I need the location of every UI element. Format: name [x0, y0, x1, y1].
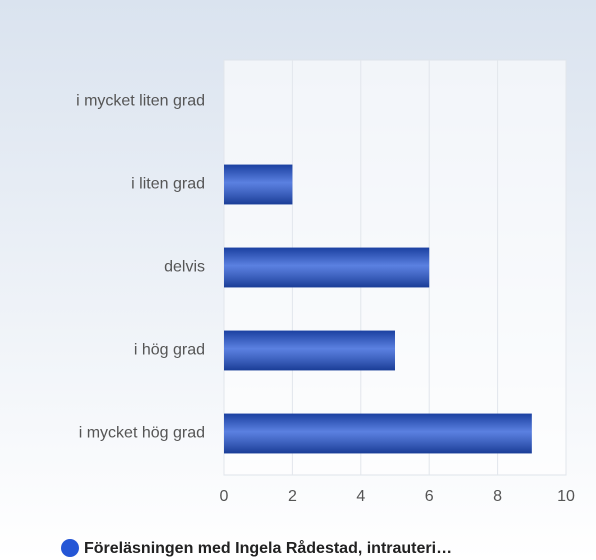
x-tick-label: 2	[288, 488, 297, 505]
x-tick-label: 10	[557, 488, 575, 505]
y-tick-label: i hög grad	[134, 342, 205, 359]
x-tick-label: 6	[425, 488, 434, 505]
x-tick-label: 0	[220, 488, 229, 505]
y-tick-label: delvis	[164, 259, 205, 276]
y-tick-label: i liten grad	[131, 176, 205, 193]
x-tick-label: 4	[356, 488, 365, 505]
legend-label: Föreläsningen med Ingela Rådestad, intra…	[84, 539, 452, 557]
y-tick-label: i mycket liten grad	[76, 93, 205, 110]
bar-shine	[224, 330, 395, 371]
legend-swatch	[61, 539, 79, 557]
bar-shine	[224, 164, 293, 205]
y-tick-label: i mycket hög grad	[79, 425, 205, 442]
bar-shine	[224, 413, 532, 454]
x-tick-label: 8	[493, 488, 502, 505]
bar-shine	[224, 247, 430, 288]
